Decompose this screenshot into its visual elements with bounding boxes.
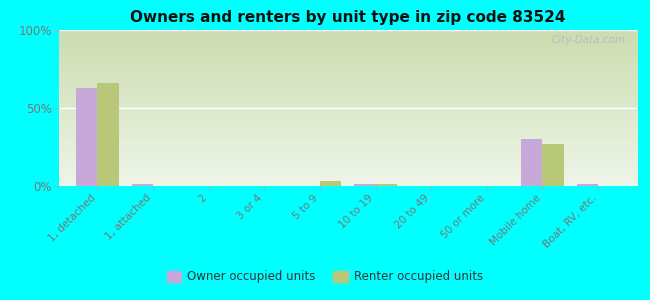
Text: City-Data.com: City-Data.com [551,35,625,45]
Bar [98,83,118,186]
Bar [543,144,564,186]
Bar [354,184,376,186]
Bar [521,139,543,186]
Title: Owners and renters by unit type in zip code 83524: Owners and renters by unit type in zip c… [130,10,566,25]
Bar [76,88,98,186]
Bar [376,184,396,186]
Bar [577,184,598,186]
Bar [132,184,153,186]
Bar [320,181,341,186]
Legend: Owner occupied units, Renter occupied units: Owner occupied units, Renter occupied un… [162,266,488,288]
